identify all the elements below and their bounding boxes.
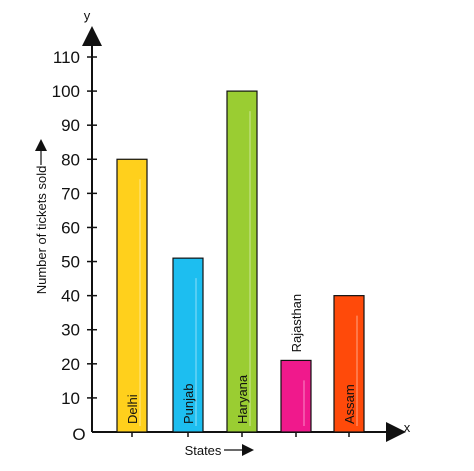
bar-label-punjab: Punjab (181, 384, 196, 424)
y-axis-letter: y (84, 8, 91, 23)
y-tick-label: 110 (53, 48, 80, 67)
origin-label: O (72, 425, 85, 444)
bars: Delhi Punjab Haryana Rajasthan Assam (116, 90, 365, 433)
x-axis-letter: x (404, 420, 411, 435)
bar-punjab (172, 257, 204, 433)
y-tick-label: 90 (61, 116, 80, 135)
bar-delhi (116, 158, 148, 433)
x-axis-title: States (185, 443, 254, 458)
bar-rajasthan (280, 359, 312, 433)
y-tick-label: 30 (61, 321, 80, 340)
bar-label-delhi: Delhi (125, 394, 140, 424)
y-tick-label: 100 (52, 82, 80, 101)
bar-assam (333, 295, 365, 433)
y-tick-label: 10 (61, 389, 80, 408)
y-axis-title: Number of tickets sold (34, 139, 49, 295)
y-tick-label: 60 (61, 218, 80, 237)
y-ticks: 10 20 30 40 50 60 70 80 90 100 110 (52, 48, 97, 408)
bar-haryana (226, 90, 258, 433)
y-tick-label: 80 (61, 150, 80, 169)
bar-label-assam: Assam (342, 384, 357, 424)
svg-text:Number of tickets sold: Number of tickets sold (34, 166, 49, 295)
y-tick-label: 70 (61, 184, 80, 203)
bar-label-haryana: Haryana (235, 374, 250, 424)
y-tick-label: 20 (61, 355, 80, 374)
svg-text:States: States (185, 443, 222, 458)
y-tick-label: 40 (61, 287, 80, 306)
y-tick-label: 50 (61, 253, 80, 272)
bar-label-rajasthan: Rajasthan (289, 294, 304, 353)
